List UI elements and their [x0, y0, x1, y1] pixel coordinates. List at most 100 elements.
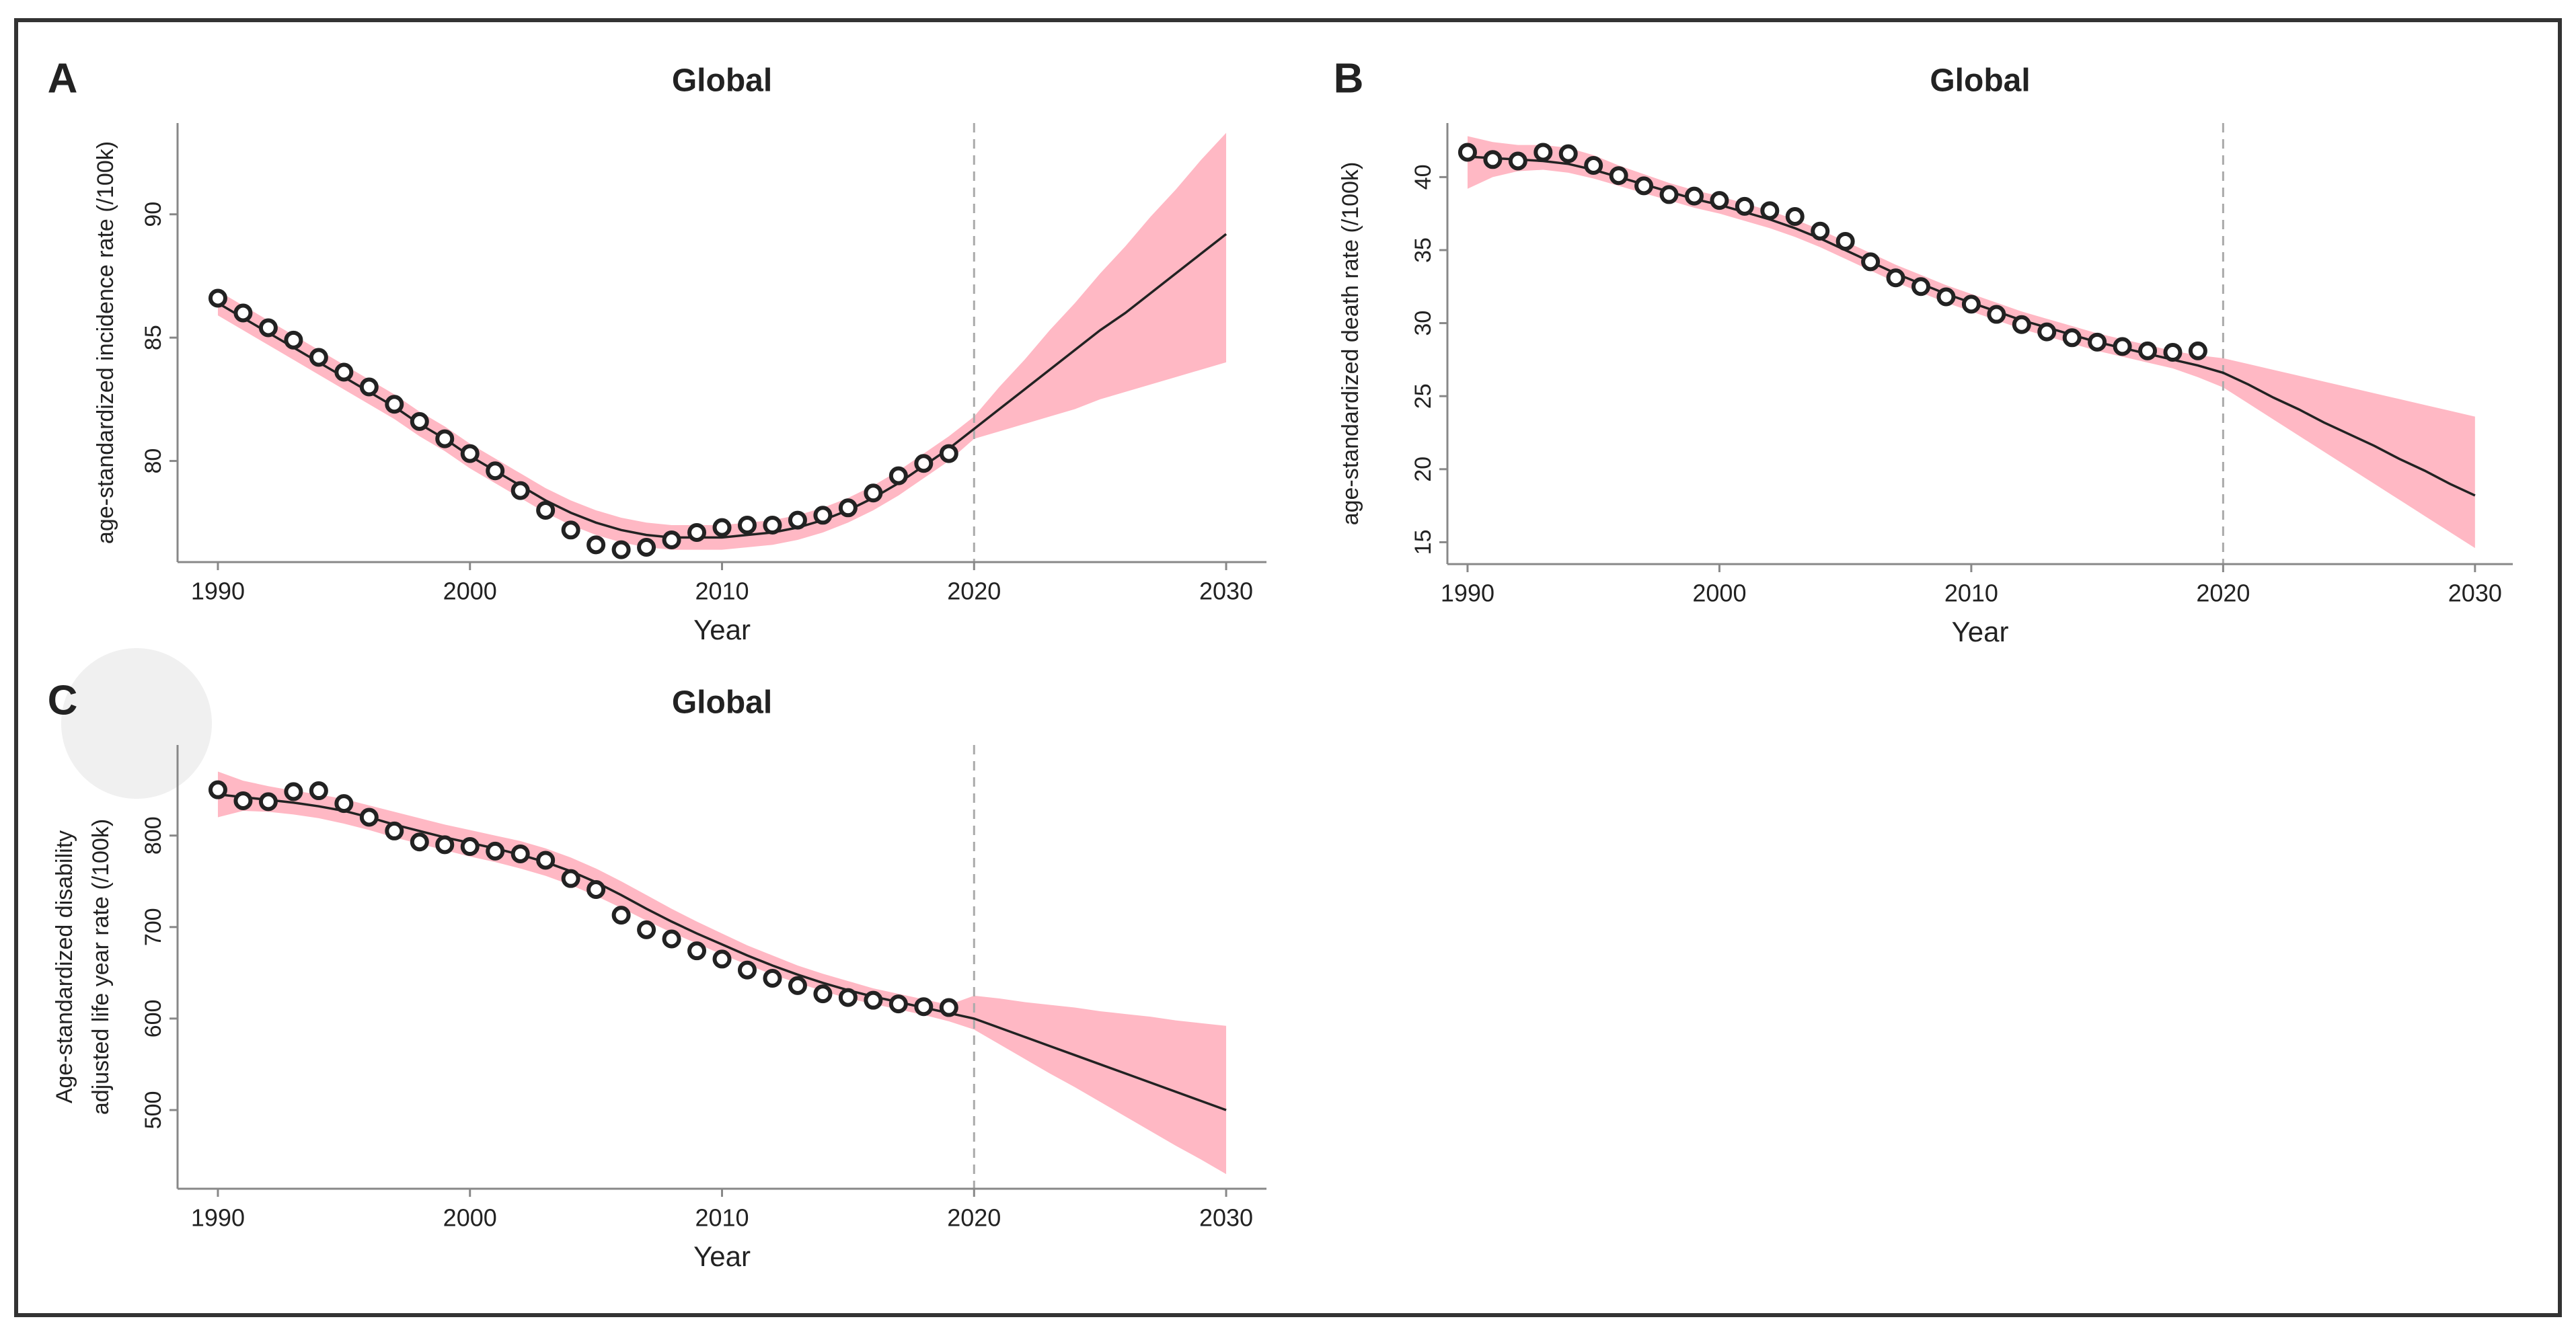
- y-tick-label: 20: [1410, 457, 1436, 482]
- observed-point: [1508, 151, 1527, 171]
- observed-point: [2113, 337, 2132, 356]
- x-tick-label: 2020: [2196, 580, 2250, 607]
- observed-point: [486, 841, 505, 861]
- observed-point: [1961, 294, 1981, 314]
- y-axis-label: age-standardized incidence rate (/100k): [93, 141, 118, 544]
- observed-point: [2163, 343, 2183, 362]
- chart-title: Global: [672, 685, 772, 721]
- x-tick-label: 2020: [947, 578, 1001, 605]
- y-axis-label: age-standardized death rate (/100k): [1338, 162, 1363, 526]
- observed-point: [233, 791, 253, 811]
- y-tick-label: 85: [141, 325, 166, 350]
- panel-label: A: [48, 55, 78, 102]
- observed-point: [258, 792, 278, 812]
- chart-title: Global: [672, 63, 772, 99]
- observed-point: [460, 444, 480, 463]
- observed-point: [939, 998, 958, 1017]
- x-tick-label: 2020: [947, 1204, 1001, 1232]
- x-tick-label: 2010: [1944, 580, 1998, 607]
- observed-point: [1609, 166, 1628, 186]
- observed-point: [410, 832, 429, 852]
- y-tick-label: 600: [141, 1000, 166, 1038]
- observed-point: [208, 288, 227, 308]
- observed-point: [1886, 268, 1905, 288]
- y-axis-label: Age-standardized disability: [52, 830, 77, 1103]
- observed-point: [2062, 328, 2082, 348]
- fitted-line: [217, 793, 1227, 1111]
- observed-point: [737, 960, 757, 980]
- x-axis-label: Year: [693, 1241, 751, 1272]
- y-tick-label: 35: [1410, 237, 1436, 263]
- observed-point: [1911, 277, 1930, 297]
- x-tick-label: 2010: [695, 578, 749, 605]
- y-axis-label: adjusted life year rate (/100k): [88, 819, 114, 1115]
- observed-point: [359, 808, 379, 827]
- observed-point: [2012, 315, 2031, 334]
- observed-point: [435, 835, 455, 855]
- observed-point: [510, 844, 530, 863]
- observed-point: [1811, 221, 1830, 241]
- y-tick-label: 700: [141, 908, 166, 946]
- observed-point: [637, 920, 656, 939]
- observed-point: [435, 429, 455, 448]
- panel-label: B: [1334, 55, 1364, 102]
- observed-point: [611, 906, 631, 925]
- y-tick-label: 90: [141, 202, 166, 227]
- x-tick-label: 1990: [1441, 580, 1494, 607]
- observed-point: [410, 411, 429, 431]
- x-tick-label: 2030: [1199, 1204, 1253, 1232]
- observed-point: [1936, 287, 1956, 307]
- observed-point: [939, 444, 958, 463]
- observed-point: [2188, 341, 2207, 360]
- y-tick-label: 500: [141, 1091, 166, 1130]
- observed-point: [334, 794, 354, 814]
- observed-point: [2138, 341, 2158, 360]
- observed-point: [385, 395, 404, 414]
- observed-point: [309, 781, 328, 801]
- observed-point: [637, 537, 656, 557]
- observed-point: [1987, 305, 2006, 324]
- observed-point: [1558, 144, 1578, 163]
- x-tick-label: 2010: [695, 1204, 749, 1232]
- observed-point: [662, 530, 681, 549]
- observed-point: [662, 929, 681, 949]
- y-tick-label: 800: [141, 816, 166, 855]
- y-tick-label: 15: [1410, 530, 1436, 555]
- y-tick-label: 40: [1410, 164, 1436, 190]
- observed-point: [1457, 143, 1477, 162]
- observed-point: [1861, 252, 1881, 272]
- observed-point: [1634, 176, 1654, 196]
- observed-point: [1533, 143, 1553, 162]
- y-tick-label: 25: [1410, 383, 1436, 409]
- observed-point: [1659, 185, 1679, 204]
- x-tick-label: 1990: [191, 578, 245, 605]
- observed-point: [1735, 196, 1754, 216]
- observed-point: [1584, 155, 1603, 175]
- observed-point: [2088, 332, 2107, 352]
- overlay-circle: [61, 648, 212, 799]
- observed-point: [561, 520, 580, 540]
- x-axis-label: Year: [693, 614, 751, 645]
- chart-title: Global: [1930, 63, 2030, 99]
- observed-point: [284, 330, 303, 350]
- observed-point: [611, 540, 631, 559]
- observed-point: [586, 535, 606, 555]
- x-tick-label: 2030: [1199, 578, 1253, 605]
- observed-point: [788, 976, 807, 995]
- y-tick-label: 30: [1410, 311, 1436, 336]
- x-tick-label: 2000: [443, 1204, 497, 1232]
- observed-point: [334, 362, 354, 382]
- observed-point: [763, 969, 782, 988]
- observed-point: [561, 869, 580, 888]
- observed-point: [1684, 186, 1704, 206]
- y-tick-label: 80: [141, 448, 166, 474]
- observed-point: [1835, 231, 1855, 251]
- observed-point: [687, 522, 707, 542]
- figure-border: [14, 18, 2562, 1317]
- observed-point: [1483, 150, 1503, 169]
- observed-point: [258, 318, 278, 338]
- observed-point: [687, 941, 707, 961]
- x-axis-label: Year: [1952, 616, 2009, 647]
- observed-point: [1785, 207, 1805, 227]
- x-tick-label: 2030: [2448, 580, 2502, 607]
